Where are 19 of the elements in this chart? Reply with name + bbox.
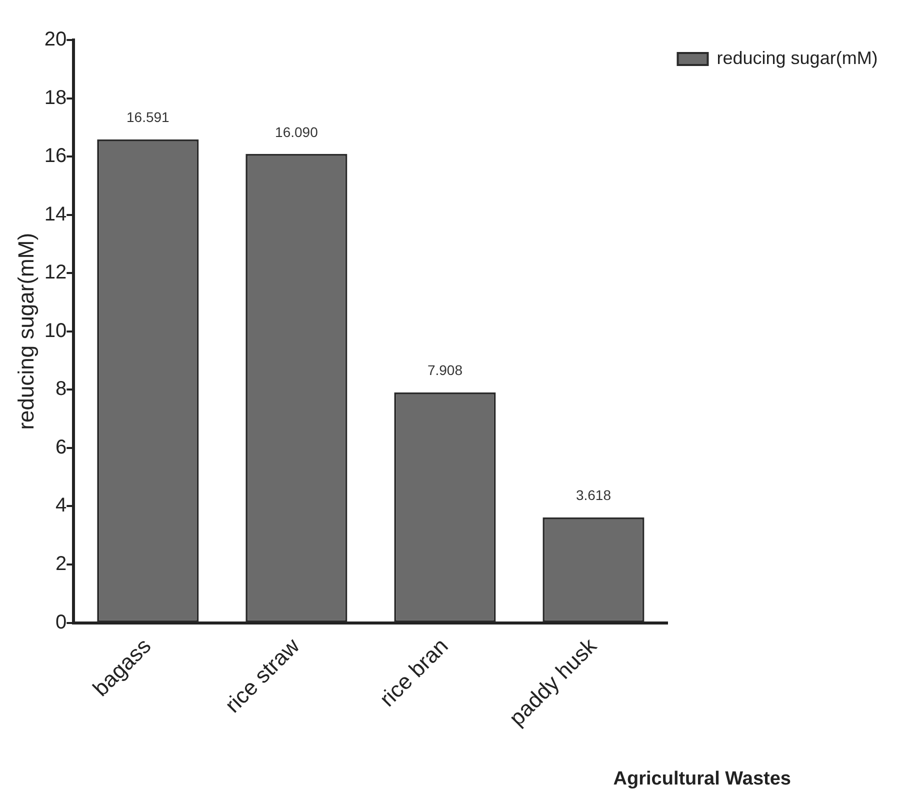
y-tick-label: 18	[44, 86, 67, 109]
y-tick-label: 20	[44, 28, 67, 51]
y-tick-label: 8	[56, 378, 67, 400]
y-tick-label: 14	[44, 203, 67, 226]
y-tick-label: 12	[44, 262, 67, 284]
text: 3.618	[576, 487, 612, 504]
y-tick-label: 16	[44, 145, 67, 168]
text: 16.090	[275, 124, 318, 140]
x-tick-label: rice bran	[374, 633, 453, 712]
y-tick-label: 6	[56, 436, 67, 458]
y-tick-label: 10	[44, 320, 67, 342]
x-axis-title: Agricultural Wastes	[613, 768, 791, 790]
y-axis-title: reducing sugar(mM)	[13, 232, 38, 430]
legend-label: reducing sugar(mM)	[716, 48, 878, 68]
y-tick-label: 0	[56, 611, 67, 634]
text: 16.591	[126, 109, 170, 126]
y-tick-label: 4	[56, 494, 67, 517]
y-tick-label: 2	[56, 553, 67, 576]
text: 7.908	[427, 362, 462, 378]
